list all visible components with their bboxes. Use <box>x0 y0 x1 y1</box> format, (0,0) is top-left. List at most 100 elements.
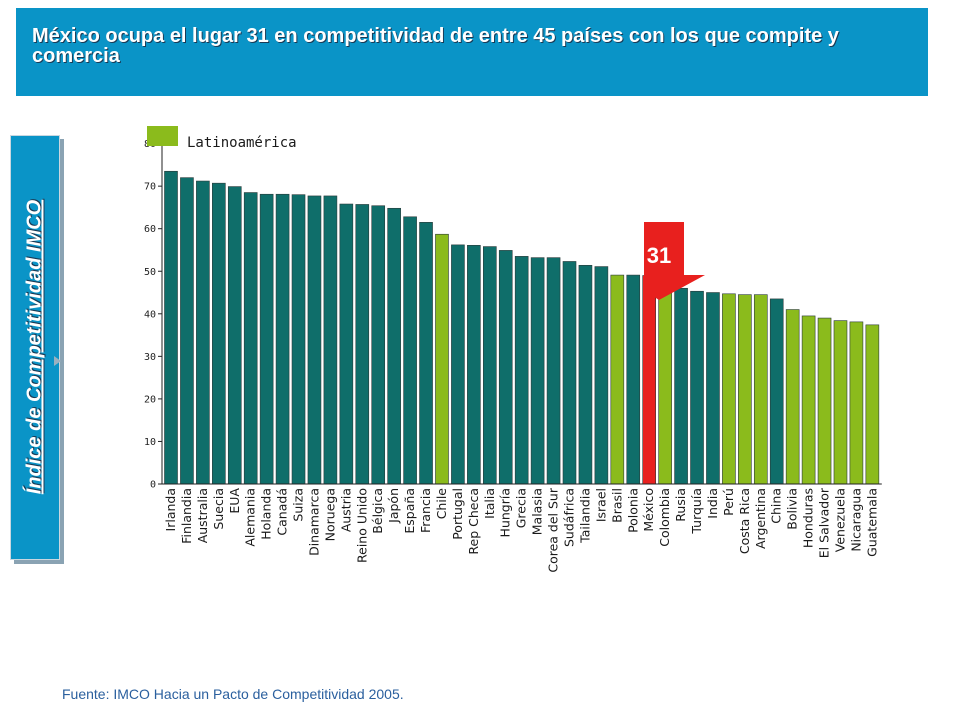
bar <box>371 205 386 485</box>
bar <box>722 293 736 485</box>
bar <box>865 324 880 485</box>
bar <box>355 204 370 485</box>
bar <box>403 216 417 485</box>
bar <box>642 275 657 485</box>
category-label: Noruega <box>322 488 337 541</box>
category-label: Chile <box>434 488 449 520</box>
bar <box>530 257 545 485</box>
bar <box>562 261 577 485</box>
category-label: Costa Rica <box>737 488 752 554</box>
bar <box>738 294 752 485</box>
rank-callout <box>644 222 705 300</box>
bar <box>801 315 816 485</box>
category-label: Italia <box>482 488 497 519</box>
bar <box>323 195 338 485</box>
category-label: Portugal <box>450 488 465 540</box>
bar <box>387 207 401 485</box>
category-label: Venezuela <box>832 488 847 552</box>
category-label: Suecia <box>211 488 226 530</box>
bar <box>212 182 226 485</box>
bar <box>275 193 290 485</box>
bar <box>467 244 481 485</box>
category-label: Sudáfrica <box>562 488 577 547</box>
bar <box>658 284 672 485</box>
bar <box>706 292 720 485</box>
y-tick-label: 10 <box>144 437 156 448</box>
bar <box>259 193 274 485</box>
category-label: Irlanda <box>163 488 178 531</box>
bar <box>164 170 178 485</box>
bar <box>243 192 258 485</box>
bar <box>482 246 497 485</box>
y-tick-label: 60 <box>144 224 156 235</box>
bar <box>753 294 768 485</box>
bar <box>514 256 529 485</box>
category-label: Rusia <box>673 488 688 522</box>
category-label: Bolivia <box>785 488 800 530</box>
category-label: Japón <box>386 488 401 524</box>
source-note: Fuente: IMCO Hacia un Pacto de Competiti… <box>62 686 404 702</box>
y-tick-label: 40 <box>144 309 156 320</box>
category-label: India <box>705 488 720 519</box>
category-label: Reino Unido <box>354 488 369 563</box>
bar <box>227 186 242 485</box>
category-label: Dinamarca <box>306 488 321 556</box>
header-banner: México ocupa el lugar 31 en competitivid… <box>16 8 928 96</box>
bar <box>769 298 784 485</box>
page-title: México ocupa el lugar 31 en competitivid… <box>32 25 839 67</box>
category-label: Hungría <box>498 488 513 537</box>
bar <box>833 320 848 485</box>
bar <box>785 309 800 485</box>
category-label: Holanda <box>259 488 274 540</box>
side-panel <box>10 135 60 560</box>
category-label: Tailandia <box>577 488 592 544</box>
category-label: Argentina <box>753 488 768 549</box>
category-label: Polonia <box>625 488 640 533</box>
bar <box>339 203 354 485</box>
rank-label: 31 <box>647 243 671 268</box>
y-tick-label: 20 <box>144 394 156 405</box>
bar <box>817 317 832 485</box>
category-label: El Salvador <box>817 487 832 558</box>
category-label: Guatemala <box>864 488 879 557</box>
y-tick-label: 50 <box>144 267 156 278</box>
category-label: Austria <box>338 488 353 532</box>
bar <box>196 180 210 485</box>
side-panel-arrow <box>54 356 61 366</box>
category-label: China <box>769 488 784 524</box>
bar <box>626 274 641 485</box>
category-label: Nicaragua <box>848 488 863 552</box>
bar <box>291 194 306 485</box>
category-label: Corea del Sur <box>546 487 561 572</box>
bar <box>180 177 194 485</box>
y-tick-label: 0 <box>150 480 156 491</box>
bar <box>451 244 465 485</box>
category-label: Rep Checa <box>466 488 481 555</box>
category-label: México <box>641 488 656 532</box>
category-label: Alemania <box>243 488 258 547</box>
category-label: Francia <box>418 488 433 533</box>
category-label: Grecia <box>514 488 529 528</box>
bar <box>307 195 322 485</box>
y-tick-label: 70 <box>144 182 156 193</box>
bar <box>674 287 688 485</box>
y-tick-label: 30 <box>144 352 156 363</box>
bar <box>435 233 449 485</box>
bar <box>498 250 513 485</box>
category-label: España <box>402 488 417 534</box>
category-label: Turquía <box>689 488 704 535</box>
category-label: Brasil <box>609 488 624 523</box>
bar <box>594 266 609 485</box>
category-label: EUA <box>227 488 242 514</box>
category-label: Perú <box>721 488 736 516</box>
category-label: Honduras <box>801 488 816 548</box>
legend-swatch <box>147 126 178 146</box>
category-label: Colombia <box>657 488 672 547</box>
legend-label: Latinoamérica <box>187 135 297 151</box>
bar <box>610 274 625 485</box>
category-label: Bélgica <box>370 488 385 534</box>
category-label: Malasia <box>530 488 545 535</box>
bar <box>546 257 561 485</box>
bar <box>419 222 433 485</box>
